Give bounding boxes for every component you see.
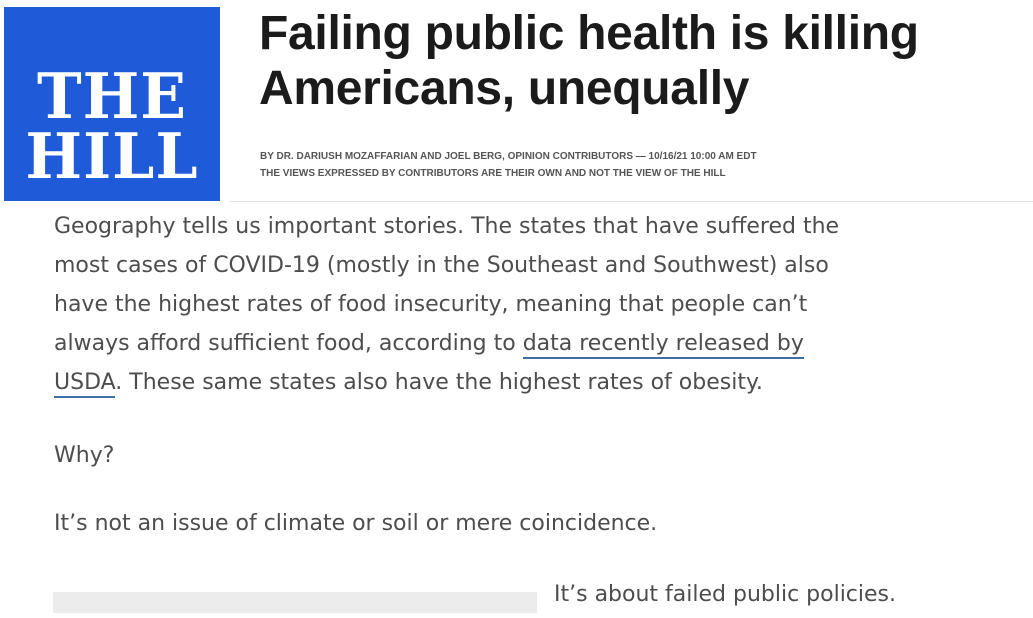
- opinion-disclaimer: THE VIEWS EXPRESSED BY CONTRIBUTORS ARE …: [260, 168, 726, 179]
- ad-placeholder: [53, 592, 537, 613]
- paragraph-line: Geography tells us important stories. Th…: [54, 214, 840, 239]
- article-byline-block: BY DR. DARIUSH MOZAFFARIAN AND JOEL BERG…: [260, 148, 757, 182]
- logo-word-hill: HILL: [25, 120, 199, 194]
- logo-word-the: THE: [36, 60, 188, 134]
- paragraph-line: have the highest rates of food insecurit…: [54, 292, 808, 317]
- paragraph-line: most cases of COVID-19 (mostly in the So…: [54, 253, 829, 278]
- paragraph-line: always afford sufficient food, according…: [54, 331, 523, 356]
- paragraph-geography: Geography tells us important stories. Th…: [54, 207, 839, 402]
- paragraph-line: . These same states also have the highes…: [115, 370, 763, 395]
- the-hill-logo[interactable]: THE HILL: [4, 7, 220, 201]
- headline-line-1: Failing public health is killing: [259, 7, 919, 60]
- byline: BY DR. DARIUSH MOZAFFARIAN AND JOEL BERG…: [260, 151, 757, 162]
- headline-line-2: Americans, unequally: [259, 62, 750, 115]
- paragraph-failed-policies: It’s about failed public policies.: [554, 582, 897, 607]
- usda-data-link-continued[interactable]: USDA: [54, 370, 116, 398]
- paragraph-why: Why?: [54, 443, 115, 468]
- usda-data-link[interactable]: data recently released by: [522, 331, 804, 359]
- paragraph-not-climate: It’s not an issue of climate or soil or …: [54, 511, 658, 536]
- header-divider: [230, 201, 1033, 202]
- article-headline: Failing public health is killing America…: [259, 6, 1033, 116]
